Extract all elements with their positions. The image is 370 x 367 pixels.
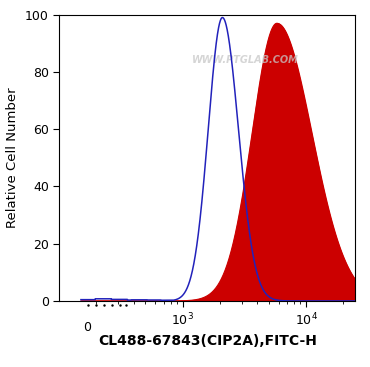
X-axis label: CL488-67843(CIP2A),FITC-H: CL488-67843(CIP2A),FITC-H	[98, 334, 317, 348]
Text: WWW.PTGLAB.COM: WWW.PTGLAB.COM	[192, 55, 299, 65]
Text: 0: 0	[83, 321, 91, 334]
Y-axis label: Relative Cell Number: Relative Cell Number	[6, 87, 19, 228]
